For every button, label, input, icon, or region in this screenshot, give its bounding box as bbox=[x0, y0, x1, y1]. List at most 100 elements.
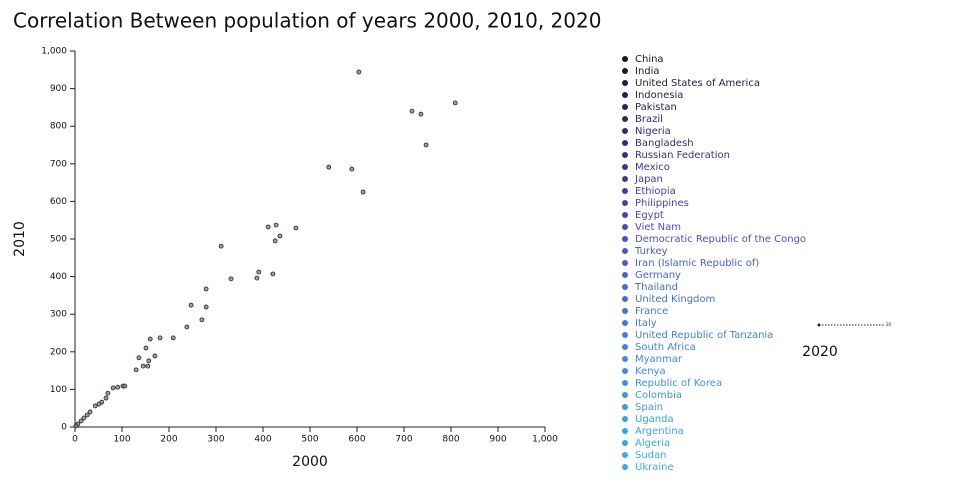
legend-marker bbox=[622, 464, 628, 470]
point bbox=[265, 224, 271, 230]
legend-marker bbox=[622, 416, 628, 422]
y-tick-label: 200 bbox=[50, 347, 67, 357]
point bbox=[349, 166, 355, 172]
legend-label: France bbox=[635, 306, 668, 317]
legend-label: Brazil bbox=[635, 114, 663, 125]
y-tick-label: 900 bbox=[50, 84, 67, 94]
y-tick-label: 1,000 bbox=[41, 47, 67, 57]
chart-title: Correlation Between population of years … bbox=[13, 9, 601, 33]
legend-marker bbox=[622, 344, 628, 350]
point bbox=[254, 275, 260, 281]
legend-label: Indonesia bbox=[635, 90, 683, 101]
point bbox=[103, 395, 109, 401]
legend-label: Ukraine bbox=[635, 462, 674, 473]
legend-label: Ethiopia bbox=[635, 186, 676, 197]
point bbox=[272, 238, 278, 244]
legend-label: United Kingdom bbox=[635, 294, 715, 305]
x-tick-label: 1,000 bbox=[532, 435, 558, 445]
size-legend-title: 2020 bbox=[802, 344, 838, 360]
legend-marker bbox=[622, 392, 628, 398]
point bbox=[96, 401, 102, 407]
legend-marker bbox=[622, 116, 628, 122]
legend-marker bbox=[622, 104, 628, 110]
size-legend-label: 20 bbox=[886, 322, 892, 327]
legend-marker bbox=[622, 320, 628, 326]
legend-marker bbox=[622, 260, 628, 266]
legend-marker bbox=[622, 284, 628, 290]
legend-marker bbox=[622, 440, 628, 446]
legend-marker bbox=[622, 188, 628, 194]
legend-marker bbox=[622, 80, 628, 86]
legend-label: United States of America bbox=[635, 78, 760, 89]
legend-marker bbox=[622, 296, 628, 302]
legend-label: Uganda bbox=[635, 414, 674, 425]
legend-marker bbox=[622, 308, 628, 314]
point bbox=[188, 302, 194, 308]
legend-label: Republic of Korea bbox=[635, 378, 722, 389]
legend-label: Iran (Islamic Republic of) bbox=[635, 258, 759, 269]
legend-label: Spain bbox=[635, 402, 663, 413]
legend-marker bbox=[622, 248, 628, 254]
legend-label: Viet Nam bbox=[635, 222, 681, 233]
x-tick-label: 700 bbox=[395, 435, 412, 445]
point bbox=[105, 390, 111, 396]
legend-marker bbox=[622, 428, 628, 434]
x-tick-label: 100 bbox=[113, 435, 130, 445]
point bbox=[256, 269, 262, 275]
legend-marker bbox=[622, 152, 628, 158]
y-tick-label: 0 bbox=[61, 423, 67, 433]
legend-marker bbox=[622, 140, 628, 146]
point bbox=[136, 355, 142, 361]
point bbox=[423, 142, 429, 148]
x-tick-label: 400 bbox=[254, 435, 271, 445]
point bbox=[228, 276, 234, 282]
y-tick-label: 800 bbox=[50, 122, 67, 132]
point bbox=[199, 317, 205, 323]
point bbox=[143, 345, 149, 351]
legend-label: Sudan bbox=[635, 450, 667, 461]
point bbox=[140, 363, 146, 369]
legend-label: Mexico bbox=[635, 162, 670, 173]
y-tick-label: 700 bbox=[50, 159, 67, 169]
point bbox=[110, 385, 116, 391]
legend-label: Egypt bbox=[635, 210, 664, 221]
x-tick-label: 800 bbox=[442, 435, 459, 445]
x-tick-label: 500 bbox=[301, 435, 318, 445]
legend-marker bbox=[622, 68, 628, 74]
point bbox=[73, 423, 79, 429]
y-tick-label: 300 bbox=[50, 310, 67, 320]
point bbox=[145, 363, 151, 369]
point bbox=[78, 418, 84, 424]
legend-label: Russian Federation bbox=[635, 150, 730, 161]
legend-label: Pakistan bbox=[635, 102, 677, 113]
y-tick-label: 400 bbox=[50, 272, 67, 282]
legend-marker bbox=[622, 56, 628, 62]
y-tick-label: 600 bbox=[50, 197, 67, 207]
x-axis-label: 2000 bbox=[292, 454, 328, 470]
legend-label: Italy bbox=[635, 318, 657, 329]
legend-marker bbox=[622, 164, 628, 170]
point bbox=[152, 353, 158, 359]
legend-marker bbox=[622, 92, 628, 98]
point bbox=[92, 403, 98, 409]
point bbox=[203, 286, 209, 292]
legend-label: Argentina bbox=[635, 426, 684, 437]
legend-marker bbox=[622, 128, 628, 134]
legend-label: Japan bbox=[634, 174, 663, 185]
legend-marker bbox=[622, 212, 628, 218]
x-tick-label: 300 bbox=[207, 435, 224, 445]
point bbox=[409, 108, 415, 114]
point bbox=[418, 111, 424, 117]
legend-label: Thailand bbox=[634, 282, 678, 293]
point bbox=[203, 304, 209, 310]
x-tick-label: 0 bbox=[72, 435, 78, 445]
legend-label: Philippines bbox=[635, 198, 689, 209]
legend-label: Turkey bbox=[634, 246, 668, 257]
y-tick-label: 100 bbox=[50, 385, 67, 395]
y-tick-label: 500 bbox=[50, 235, 67, 245]
point bbox=[81, 415, 87, 421]
legend-label: Algeria bbox=[635, 438, 670, 449]
x-tick-label: 200 bbox=[160, 435, 177, 445]
point bbox=[170, 335, 176, 341]
legend-label: China bbox=[635, 54, 664, 65]
